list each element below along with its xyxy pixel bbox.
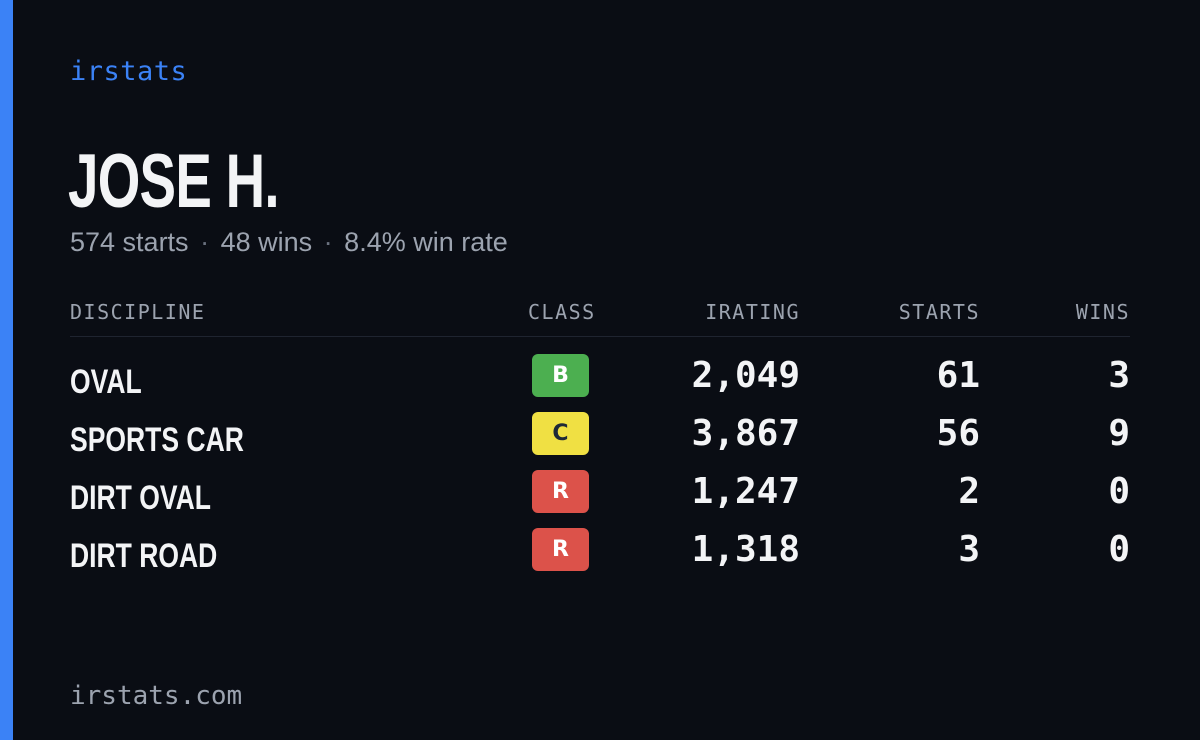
table-row: SPORTS CAR C 3,867 56 9 bbox=[70, 412, 1130, 470]
footer-domain-link[interactable]: irstats.com bbox=[70, 681, 243, 711]
irating-value: 1,247 bbox=[691, 471, 800, 512]
class-badge: B bbox=[532, 354, 589, 397]
header-irating: IRATING bbox=[705, 300, 800, 324]
accent-bar bbox=[0, 0, 13, 740]
driver-name: JOSE H. bbox=[68, 139, 280, 224]
discipline-name: DIRT OVAL bbox=[70, 479, 211, 517]
irating-value: 2,049 bbox=[691, 355, 800, 396]
discipline-name: OVAL bbox=[70, 363, 142, 401]
total-starts: 574 starts bbox=[70, 227, 189, 257]
total-wins: 48 wins bbox=[220, 227, 313, 257]
wins-value: 0 bbox=[1108, 471, 1130, 512]
wins-value: 3 bbox=[1108, 355, 1130, 396]
separator: · bbox=[323, 227, 333, 257]
starts-value: 2 bbox=[958, 471, 980, 512]
starts-value: 56 bbox=[936, 413, 980, 454]
header-starts: STARTS bbox=[898, 300, 980, 324]
starts-value: 61 bbox=[936, 355, 980, 396]
header-discipline: DISCIPLINE bbox=[70, 300, 206, 324]
irating-value: 3,867 bbox=[691, 413, 800, 454]
wins-value: 9 bbox=[1108, 413, 1130, 454]
irating-value: 1,318 bbox=[691, 529, 800, 570]
header-class: CLASS bbox=[528, 300, 596, 324]
discipline-name: DIRT ROAD bbox=[70, 537, 218, 575]
brand-logo[interactable]: irstats bbox=[70, 56, 188, 87]
win-rate: 8.4% win rate bbox=[344, 227, 508, 257]
driver-summary: 574 starts · 48 wins · 8.4% win rate bbox=[70, 227, 508, 258]
class-badge: R bbox=[532, 470, 589, 513]
separator: · bbox=[200, 227, 210, 257]
starts-value: 3 bbox=[958, 529, 980, 570]
wins-value: 0 bbox=[1108, 529, 1130, 570]
header-wins: WINS bbox=[1075, 300, 1130, 324]
class-badge: C bbox=[532, 412, 589, 455]
table-header: DISCIPLINE CLASS IRATING STARTS WINS bbox=[70, 300, 1130, 337]
table-row: DIRT ROAD R 1,318 3 0 bbox=[70, 528, 1130, 586]
discipline-name: SPORTS CAR bbox=[70, 421, 244, 459]
table-row: DIRT OVAL R 1,247 2 0 bbox=[70, 470, 1130, 528]
table-row: OVAL B 2,049 61 3 bbox=[70, 354, 1130, 412]
class-badge: R bbox=[532, 528, 589, 571]
